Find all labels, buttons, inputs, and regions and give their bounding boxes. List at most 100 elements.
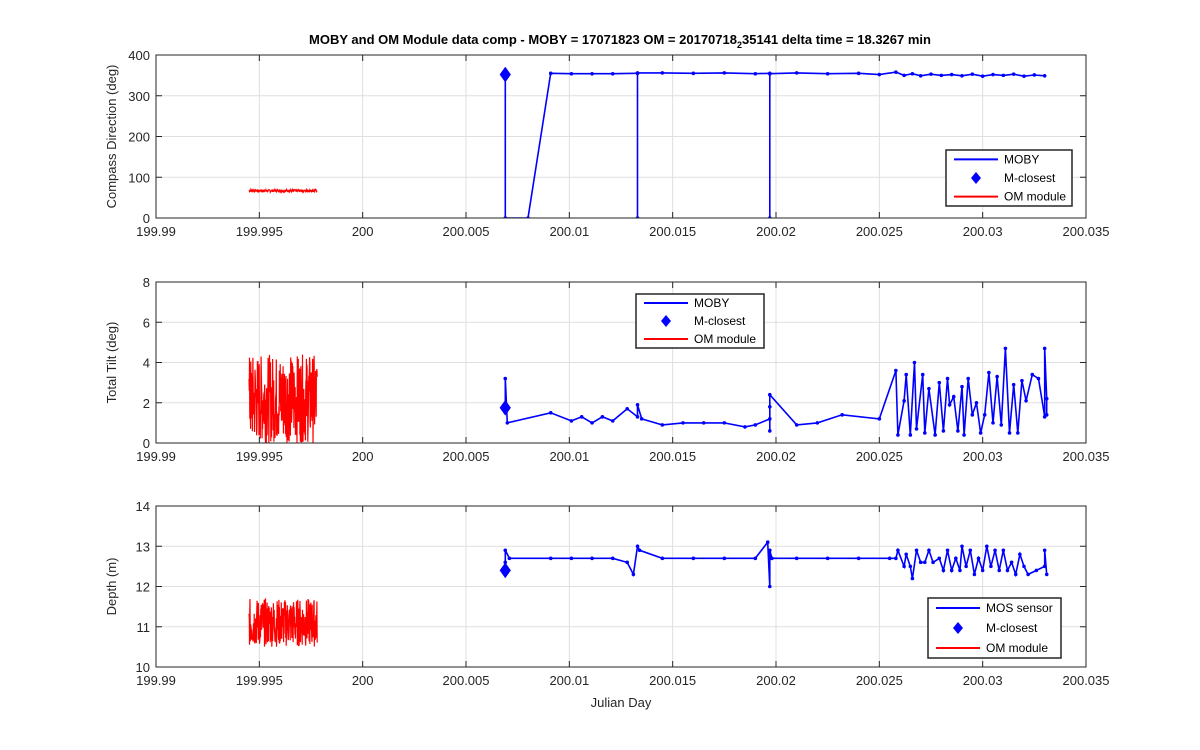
moby-data-point [548,556,553,561]
moby-data-point [569,419,574,423]
moby-data-point [770,556,774,561]
moby-data-point [768,417,772,421]
x-tick-label: 200.015 [649,449,696,464]
y-tick-label: 200 [128,130,150,145]
subplot-2: 199.99 199.995 200 200.005 200.01 200.015 200.… [104,275,1110,464]
y-tick-label: 11 [137,620,151,635]
moby-data-point [991,72,995,77]
x-tick-label: 200.035 [1063,673,1110,688]
legend-diamond-swatch [953,622,963,634]
moby-data-point [569,556,574,561]
x-tick-label: 200.015 [649,224,696,239]
moby-data-point [877,417,882,421]
moby-data-point [894,70,898,74]
moby-data-point [768,584,772,589]
moby-data-point [856,556,861,561]
moby-data-point [1001,548,1006,553]
moby-data-point [964,564,968,569]
legend-entry: OM module [694,332,756,346]
x-tick-label: 200.025 [856,224,903,239]
x-tick-label: 200.02 [756,449,796,464]
moby-data-point [939,73,944,78]
y-tick-label: 10 [136,660,150,675]
x-tick-label: 200.03 [963,673,1003,688]
moby-data-point [1016,431,1020,435]
moby-data-point [894,368,898,373]
moby-data-point [1042,548,1047,553]
moby-data-point [976,556,981,561]
moby-data-point [941,568,946,573]
moby-data-point [970,72,975,76]
moby-data-point [937,556,942,561]
moby-data-point [753,556,758,561]
moby-data-point [768,392,772,397]
moby-data-point [1009,560,1014,565]
moby-data-point [610,419,615,423]
moby-data-point [691,556,696,561]
moby-data-point [635,71,640,75]
moby-data-point [569,71,574,76]
moby-data-point [937,380,942,385]
y-tick-label: 6 [143,315,150,330]
moby-data-point [995,374,999,379]
moby-data-point [768,404,772,409]
moby-data-point [966,376,970,381]
moby-data-point [701,421,706,425]
legend: MOBY M-closest OM module [635,293,765,349]
moby-data-point [765,540,770,545]
moby-data-point [997,568,1001,573]
x-tick-label: 200.03 [963,224,1003,239]
subplot-1: 199.99 199.995 200 200.005 200.01 200.015 200.… [104,48,1110,239]
moby-data-point [902,73,906,78]
moby-data-point [548,411,553,415]
subplot-panels: 199.99 199.995 200 200.005 200.01 200.015 200.… [104,48,1110,710]
moby-data-point [908,433,913,437]
moby-data-point [1032,73,1037,77]
figure-title-main: MOBY and OM Module data comp - MOBY = 17… [309,32,737,47]
x-tick-label: 200.01 [549,673,589,688]
legend-entry: M-closest [986,621,1038,635]
legend: MOS sensor M-closest OM module [927,597,1062,659]
moby-data-point [962,433,966,437]
legend-entry: M-closest [694,314,746,328]
moby-data-point [503,376,508,381]
x-tick-label: 200.01 [549,449,589,464]
moby-data-point [894,556,898,561]
moby-data-point [1001,73,1006,78]
moby-data-point [681,421,685,425]
moby-data-point [1020,378,1024,383]
moby-data-point [960,73,964,78]
legend-entry: OM module [1004,190,1066,204]
moby-data-point [625,560,629,565]
moby-data-point [1042,346,1047,351]
moby-data-point [941,429,946,433]
m-closest-marker [499,66,511,83]
moby-data-point [1042,73,1047,78]
moby-data-point [631,572,636,577]
y-tick-label: 14 [136,499,150,514]
moby-data-point [918,73,923,78]
legend-diamond-swatch [661,315,671,327]
y-tick-label: 8 [143,275,150,290]
moby-data-point [1011,72,1016,76]
moby-data-point [970,413,975,417]
moby-data-point [1003,346,1008,351]
moby-data-point [945,548,950,553]
y-axis-label: Depth (m) [104,558,119,616]
moby-data-point [1042,564,1047,569]
moby-data-point [660,71,665,75]
moby-data-point [590,71,594,76]
moby-data-point [1022,564,1026,569]
x-tick-label: 199.995 [236,449,283,464]
moby-data-point [960,544,964,549]
y-tick-label: 100 [128,170,150,185]
legend-entry: OM module [986,641,1048,655]
y-tick-label: 4 [143,356,150,371]
x-tick-label: 200.01 [549,224,589,239]
moby-data-point [505,421,510,425]
y-tick-label: 300 [128,89,150,104]
series-group [248,66,1047,218]
moby-data-point [947,402,952,407]
x-tick-label: 200.03 [963,449,1003,464]
